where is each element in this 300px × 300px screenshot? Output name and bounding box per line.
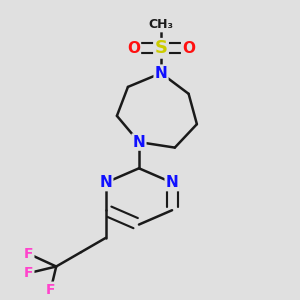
Text: N: N (133, 135, 145, 150)
Text: O: O (127, 41, 140, 56)
Text: N: N (155, 66, 167, 81)
Text: N: N (100, 175, 112, 190)
Text: CH₃: CH₃ (148, 18, 173, 31)
Text: F: F (24, 266, 33, 280)
Text: F: F (46, 283, 56, 297)
Text: N: N (166, 175, 178, 190)
Text: S: S (154, 39, 167, 57)
Text: O: O (182, 41, 195, 56)
Text: F: F (24, 247, 33, 261)
